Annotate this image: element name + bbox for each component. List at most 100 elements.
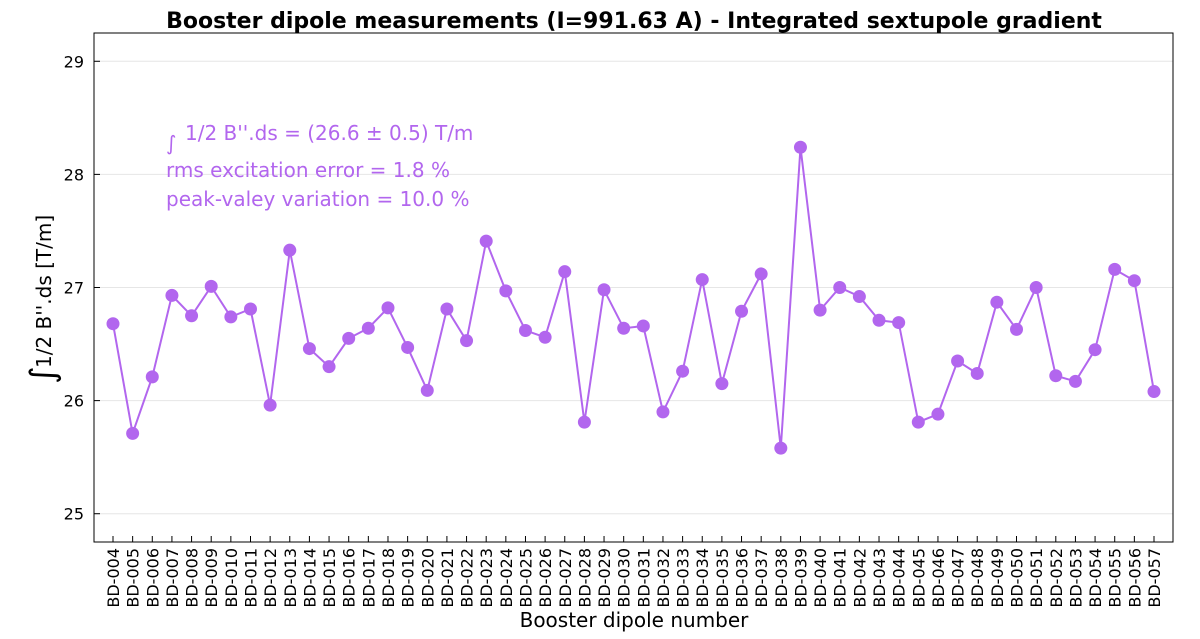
- y-axis-ticks: 25 26 27 28 29: [64, 52, 100, 524]
- x-tick-label: BD-006: [143, 548, 162, 608]
- x-tick-label: BD-047: [949, 548, 968, 608]
- x-tick-label: BD-040: [811, 548, 830, 608]
- data-point-BD-016: [342, 331, 356, 345]
- y-tick-label: 27: [64, 279, 84, 298]
- data-point-BD-038: [774, 441, 788, 455]
- data-point-BD-039: [793, 140, 807, 154]
- x-tick-label: BD-052: [1047, 548, 1066, 608]
- annotation: ∫ 1/2 B''.ds = (26.6 ± 0.5) T/m rms exci…: [166, 121, 473, 211]
- x-tick-label: BD-005: [124, 548, 143, 608]
- data-point-BD-011: [243, 302, 257, 316]
- x-tick-label: BD-050: [1008, 548, 1027, 608]
- x-tick-label: BD-034: [693, 548, 712, 608]
- data-point-BD-018: [381, 301, 395, 315]
- y-tick-label: 25: [64, 505, 84, 524]
- data-point-BD-033: [676, 364, 690, 378]
- data-point-BD-006: [145, 370, 159, 384]
- x-tick-label: BD-043: [870, 548, 889, 608]
- x-tick-label: BD-019: [399, 548, 418, 608]
- data-point-BD-037: [754, 267, 768, 281]
- data-point-BD-008: [185, 309, 199, 323]
- data-point-BD-030: [617, 321, 631, 335]
- x-tick-label: BD-041: [831, 548, 850, 608]
- data-point-BD-052: [1049, 369, 1063, 383]
- x-tick-label: BD-009: [202, 548, 221, 608]
- data-point-BD-022: [460, 334, 474, 348]
- y-axis-integral-sign: ∫: [23, 366, 63, 384]
- x-tick-label: BD-029: [595, 548, 614, 608]
- integral-sign-annotation: ∫: [166, 131, 176, 155]
- chart-title: Booster dipole measurements (I=991.63 A)…: [166, 9, 1102, 34]
- x-tick-label: BD-024: [497, 548, 516, 608]
- x-tick-label: BD-018: [379, 548, 398, 608]
- x-tick-label: BD-039: [791, 548, 810, 608]
- data-point-BD-034: [695, 273, 709, 287]
- x-tick-label: BD-014: [300, 548, 319, 608]
- x-tick-label: BD-013: [281, 548, 300, 608]
- data-point-BD-013: [283, 243, 297, 257]
- data-point-BD-025: [518, 323, 532, 337]
- x-tick-label: BD-022: [458, 548, 477, 608]
- x-tick-label: BD-051: [1027, 548, 1046, 608]
- data-point-BD-023: [479, 234, 493, 248]
- data-point-BD-049: [990, 295, 1004, 309]
- x-tick-label: BD-042: [850, 548, 869, 608]
- x-tick-label: BD-008: [183, 548, 202, 608]
- x-tick-label: BD-056: [1125, 548, 1144, 608]
- data-point-BD-012: [263, 398, 277, 412]
- data-point-BD-009: [204, 279, 218, 293]
- data-point-BD-015: [322, 360, 336, 374]
- data-point-BD-040: [813, 303, 827, 317]
- x-tick-label: BD-021: [438, 548, 457, 608]
- x-tick-label: BD-055: [1106, 548, 1125, 608]
- x-tick-label: BD-037: [752, 548, 771, 608]
- data-point-BD-019: [401, 340, 415, 354]
- x-tick-label: BD-044: [890, 548, 909, 608]
- x-tick-label: BD-016: [340, 548, 359, 608]
- data-point-BD-007: [165, 288, 179, 302]
- data-point-BD-035: [715, 377, 729, 391]
- x-tick-label: BD-054: [1086, 548, 1105, 608]
- y-tick-label: 29: [64, 52, 84, 71]
- y-axis-label-group: ∫ 1/2 B''.ds [T/m]: [23, 215, 63, 384]
- data-point-BD-050: [1010, 322, 1024, 336]
- data-point-BD-041: [833, 281, 847, 294]
- data-point-BD-027: [558, 265, 572, 279]
- series-line: [112, 147, 1155, 449]
- data-point-BD-046: [931, 407, 945, 421]
- x-tick-label: BD-045: [909, 548, 928, 608]
- x-tick-label: BD-057: [1145, 548, 1164, 608]
- data-point-BD-005: [126, 426, 140, 440]
- data-point-BD-029: [597, 283, 611, 297]
- x-tick-label: BD-053: [1066, 548, 1085, 608]
- x-tick-label: BD-030: [615, 548, 634, 608]
- x-tick-label: BD-031: [634, 548, 653, 608]
- data-point-BD-053: [1068, 374, 1082, 388]
- x-tick-label: BD-035: [713, 548, 732, 608]
- x-tick-label: BD-017: [359, 548, 378, 608]
- data-point-BD-028: [577, 415, 591, 429]
- x-tick-label: BD-011: [241, 548, 260, 608]
- data-point-BD-051: [1029, 281, 1043, 294]
- data-point-BD-048: [970, 366, 984, 380]
- data-point-BD-042: [852, 290, 866, 304]
- data-point-BD-054: [1088, 343, 1102, 357]
- x-tick-label: BD-015: [320, 548, 339, 608]
- data-point-BD-010: [224, 310, 238, 324]
- data-point-BD-032: [656, 405, 670, 419]
- annotation-line-3: peak-valey variation = 10.0 %: [166, 187, 469, 211]
- data-point-BD-055: [1108, 262, 1122, 276]
- x-axis-ticks: BD-004 BD-005 BD-006 BD-007 BD-008 BD-009 BD-0…: [104, 536, 1164, 608]
- y-axis-label: 1/2 B''.ds [T/m]: [32, 215, 56, 368]
- x-tick-label: BD-023: [477, 548, 496, 608]
- annotation-line-1: 1/2 B''.ds = (26.6 ± 0.5) T/m: [185, 121, 473, 145]
- x-tick-label: BD-028: [575, 548, 594, 608]
- data-point-BD-056: [1127, 274, 1141, 288]
- x-tick-label: BD-036: [733, 548, 752, 608]
- data-point-BD-036: [735, 304, 749, 318]
- data-point-BD-014: [302, 342, 316, 356]
- data-point-BD-024: [499, 284, 513, 298]
- x-tick-label: BD-032: [654, 548, 673, 608]
- x-tick-label: BD-020: [418, 548, 437, 608]
